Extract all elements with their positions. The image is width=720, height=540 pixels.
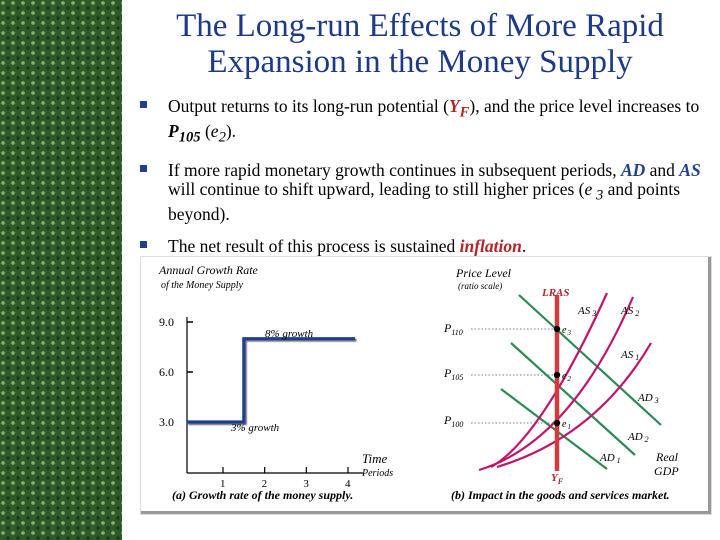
left-y-ticks: 9.0 6.0 3.0	[159, 315, 193, 429]
bullet-3: The net result of this process is sustai…	[140, 237, 703, 256]
bullet-marker	[140, 165, 147, 172]
left-x-ticks: 1 2 3 4	[220, 467, 351, 490]
y-tick-label: 9.0	[159, 315, 174, 329]
as3-curve	[490, 292, 609, 468]
y-tick-label: 6.0	[159, 365, 174, 379]
right-caption: (b) Impact in the goods and services mar…	[451, 488, 670, 502]
label-3pct-growth: 3% growth	[230, 422, 280, 434]
price-level-p100: P100	[443, 413, 463, 429]
x-tick-label: 1	[220, 478, 226, 490]
left-ylabel-line2: of the Money Supply	[161, 280, 243, 291]
bullet-marker	[140, 241, 147, 248]
bullet-list: Output returns to its long-run potential…	[140, 97, 703, 270]
point-e3	[553, 325, 561, 333]
right-ylabel-line1: Price Level	[455, 266, 512, 280]
right-ylabel-line2: (ratio scale)	[458, 281, 502, 291]
ad2-curve	[510, 342, 636, 456]
label-e1: e1	[562, 419, 571, 431]
price-level-p110: P110	[443, 321, 463, 337]
x-tick-label: 4	[345, 478, 351, 490]
slide-title: The Long-run Effects of More Rapid Expan…	[176, 8, 664, 80]
money-growth-line	[187, 337, 355, 424]
point-e1	[553, 419, 561, 427]
ad1-label: AD 1	[599, 452, 621, 465]
real-gdp-line2: GDP	[654, 464, 679, 478]
price-level-p105: P105	[443, 366, 463, 382]
figure-panel: Annual Growth Rate of the Money Supply 9…	[141, 257, 711, 514]
x-tick-label: 3	[303, 478, 309, 490]
label-e2: e2	[562, 371, 571, 383]
left-caption: (a) Growth rate of the money supply.	[172, 488, 353, 502]
as1-label: AS 1	[620, 349, 639, 362]
label-e3: e3	[562, 325, 571, 337]
as2-label: AS 2	[620, 305, 639, 318]
bullet-1: Output returns to its long-run potential…	[140, 97, 703, 147]
point-e2	[553, 371, 561, 379]
yf-label: YF	[551, 472, 564, 486]
bullet-2: If more rapid monetary growth continues …	[140, 161, 703, 223]
as3-label: AS 3	[577, 305, 596, 318]
bullet-marker	[140, 101, 147, 108]
left-xlabel-line2: Periods	[361, 468, 393, 479]
as2-curve	[478, 296, 635, 472]
real-gdp-line1: Real	[655, 450, 679, 464]
y-tick-label: 3.0	[159, 415, 174, 429]
as1-curve	[496, 342, 652, 469]
x-tick-label: 2	[262, 478, 268, 490]
lras-label: LRAS	[541, 287, 570, 299]
left-ylabel-line1: Annual Growth Rate	[158, 263, 259, 277]
left-xlabel-line1: Time	[362, 451, 388, 466]
ad2-label: AD 2	[627, 431, 649, 444]
ad3-curve	[518, 294, 662, 426]
figure-svg: Annual Growth Rate of the Money Supply 9…	[158, 263, 679, 502]
ad1-curve	[500, 388, 608, 470]
decorative-sidebar	[0, 0, 122, 540]
label-8pct-growth: 8% growth	[265, 328, 314, 340]
ad3-label: AD 3	[637, 392, 659, 405]
